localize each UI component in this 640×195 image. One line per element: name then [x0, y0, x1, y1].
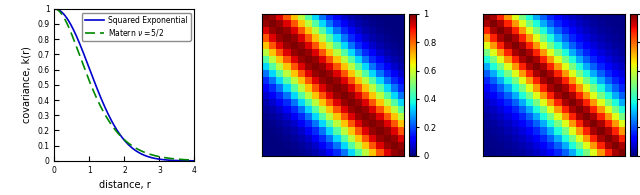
Squared Exponential: [191, 160, 198, 162]
Matern $\nu = 5/2$: [187, 159, 195, 161]
Matern $\nu = 5/2$: [191, 159, 198, 161]
Squared Exponential: [126, 145, 134, 147]
Squared Exponential: [134, 151, 141, 153]
Squared Exponential: [117, 135, 125, 137]
Squared Exponential: [118, 136, 125, 138]
Line: Squared Exponential: Squared Exponential: [54, 9, 195, 161]
Matern $\nu = 5/2$: [117, 135, 125, 137]
Squared Exponential: [165, 159, 173, 161]
Line: Matern $\nu = 5/2$: Matern $\nu = 5/2$: [54, 9, 195, 160]
Matern $\nu = 5/2$: [134, 148, 141, 150]
Y-axis label: covariance, k(r): covariance, k(r): [22, 46, 32, 123]
Matern $\nu = 5/2$: [118, 136, 125, 138]
Matern $\nu = 5/2$: [51, 8, 58, 10]
Squared Exponential: [51, 8, 58, 10]
Squared Exponential: [187, 160, 195, 162]
Legend: Squared Exponential, Matern $\nu = 5/2$: Squared Exponential, Matern $\nu = 5/2$: [82, 13, 191, 41]
Matern $\nu = 5/2$: [126, 143, 134, 146]
Matern $\nu = 5/2$: [165, 157, 173, 160]
X-axis label: distance, r: distance, r: [99, 180, 150, 190]
